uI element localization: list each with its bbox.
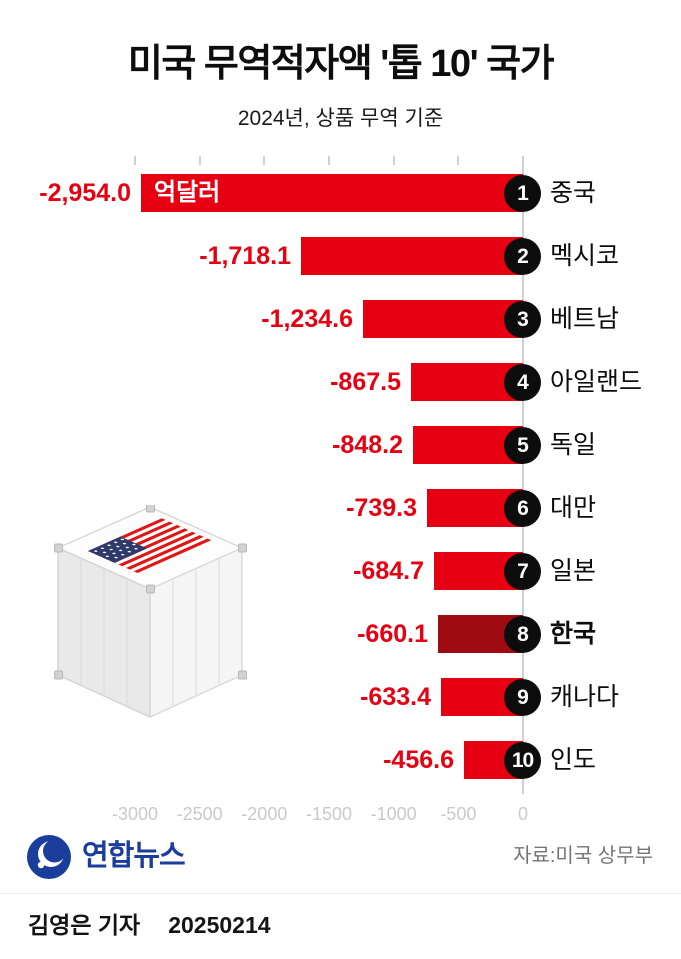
axis-tick-mark (392, 156, 395, 165)
unit-label: 억달러 (154, 179, 221, 206)
country-label: 한국 (550, 620, 597, 648)
yonhap-logo-icon (27, 835, 71, 879)
bar-row: -1,234.6 3 베트남 (0, 288, 681, 351)
axis-tick-label: -1000 (370, 804, 417, 824)
bar-row: -867.5 4 아일랜드 (0, 351, 681, 414)
footer-divider (0, 893, 681, 894)
deficit-bar: 억달러 (141, 174, 523, 212)
value-label: -633.4 (360, 683, 431, 711)
rank-badge: 9 (504, 679, 541, 716)
brand-row: 연합뉴스 자료:미국 상무부 (26, 833, 655, 879)
value-label: -848.2 (332, 431, 403, 459)
value-label: -660.1 (357, 620, 428, 648)
rank-badge: 1 (504, 175, 541, 212)
value-label: -1,718.1 (199, 242, 291, 270)
value-label: -739.3 (346, 494, 417, 522)
axis-tick-label: 0 (517, 804, 529, 824)
value-label: -456.6 (383, 746, 454, 774)
axis-tick-label: -2500 (176, 804, 223, 824)
axis-tick-mark (522, 156, 524, 165)
bar-row: -739.3 6 대만 (0, 477, 681, 540)
byline-date: 20250214 (168, 912, 271, 938)
page-title: 미국 무역적자액 '톱 10' 국가 (127, 43, 555, 85)
us-flag-icon (88, 518, 212, 574)
reporter-name: 김영은 기자 (28, 912, 141, 938)
bar-row: -633.4 9 캐나다 (0, 666, 681, 729)
byline: 김영은 기자 20250214 (28, 906, 271, 940)
deficit-bar (363, 300, 523, 338)
bar-rows: 억달러 -2,954.0 1 중국 -1,718.1 2 멕시코 -1,234.6 3 베트남 -8… (0, 162, 681, 792)
bar-row: -456.6 10 인도 (0, 729, 681, 792)
country-label: 일본 (550, 557, 597, 585)
bar-row: -1,718.1 2 멕시코 (0, 225, 681, 288)
axis-tick-mark (328, 156, 330, 165)
country-label: 아일랜드 (550, 368, 643, 396)
country-label: 대만 (550, 494, 597, 522)
deficit-bar (301, 237, 523, 275)
axis-tick-mark (134, 156, 136, 165)
rank-badge: 10 (504, 742, 541, 779)
axis-tick-mark (457, 156, 460, 165)
axis-tick-label: -3000 (111, 804, 159, 824)
country-label: 베트남 (550, 305, 620, 333)
rank-badge: 6 (504, 490, 541, 527)
bar-row: -848.2 5 독일 (0, 414, 681, 477)
bar-row: -684.7 7 일본 (0, 540, 681, 603)
trade-deficit-chart: 억달러 -2,954.0 1 중국 -1,718.1 2 멕시코 -1,234.6 3 베트남 -8… (0, 152, 681, 842)
axis-tick-mark (263, 156, 266, 165)
us-flag-container-illustration (54, 505, 247, 719)
bar-row: -660.1 8 한국 (0, 603, 681, 666)
rank-badge: 5 (504, 427, 541, 464)
value-label: -684.7 (353, 557, 424, 585)
value-label: -1,234.6 (261, 305, 353, 333)
country-label: 캐나다 (550, 683, 620, 711)
country-label: 중국 (550, 179, 597, 207)
zero-axis-line (522, 158, 524, 794)
rank-badge: 8 (504, 616, 541, 653)
page-subtitle: 2024년, 상품 무역 기준 (237, 107, 444, 130)
axis-tick-label: -500 (440, 804, 477, 824)
value-label: -2,954.0 (39, 179, 131, 207)
value-label: -867.5 (330, 368, 401, 396)
rank-badge: 7 (504, 553, 541, 590)
rank-badge: 2 (504, 238, 541, 275)
axis-tick-label: -1500 (305, 804, 353, 824)
country-label: 멕시코 (550, 242, 620, 270)
country-label: 인도 (550, 746, 597, 774)
axis-tick-label: -2000 (241, 804, 288, 824)
country-label: 독일 (550, 431, 597, 459)
yonhap-logo-text: 연합뉴스 (82, 840, 186, 872)
source-label: 자료:미국 상무부 (513, 845, 653, 867)
bar-row: 억달러 -2,954.0 1 중국 (0, 162, 681, 225)
rank-badge: 4 (504, 364, 541, 401)
rank-badge: 3 (504, 301, 541, 338)
axis-tick-mark (198, 156, 201, 165)
